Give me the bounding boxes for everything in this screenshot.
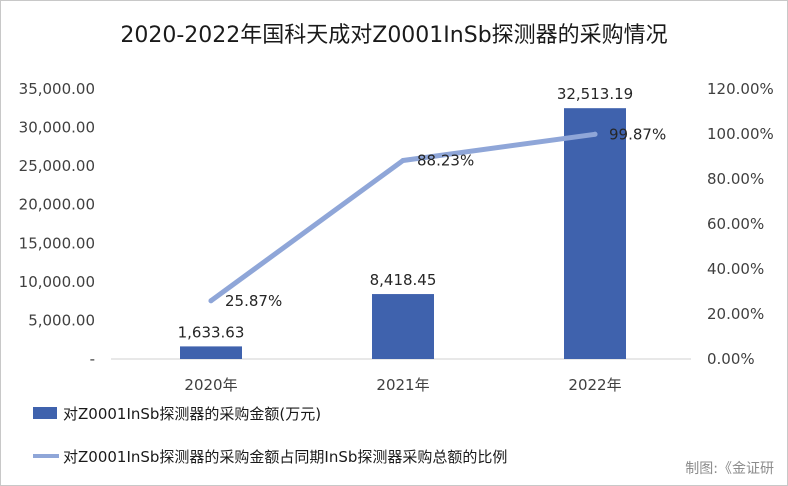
right-tick-label: 20.00% (707, 305, 764, 323)
line-point (208, 298, 214, 304)
bar-value-label: 8,418.45 (370, 271, 437, 289)
legend-label-bar: 对Z0001InSb探测器的采购金额(万元) (63, 405, 321, 423)
right-tick-label: 60.00% (707, 215, 764, 233)
line-value-label: 88.23% (417, 151, 474, 169)
left-tick-label: 20,000.00 (19, 196, 95, 214)
line-series (208, 131, 598, 304)
right-tick-label: 40.00% (707, 260, 764, 278)
right-axis-ticks: 0.00% 20.00% 40.00% 60.00% 80.00% 100.00% 120.… (707, 80, 774, 368)
left-tick-label: 15,000.00 (19, 234, 95, 252)
x-tick-label: 2020年 (184, 376, 237, 394)
line-point (592, 131, 598, 137)
right-tick-label: 0.00% (707, 350, 755, 368)
left-tick-label: 5,000.00 (28, 311, 95, 329)
bar-value-label: 1,633.63 (178, 323, 245, 341)
legend: 对Z0001InSb探测器的采购金额(万元) 对Z0001InSb探测器的采购金… (33, 405, 507, 466)
x-tick-label: 2021年 (376, 376, 429, 394)
bar (372, 294, 434, 359)
left-tick-label: 30,000.00 (19, 119, 95, 137)
x-axis-ticks: 2020年 2021年 2022年 (184, 376, 621, 394)
line-point (400, 157, 406, 163)
left-tick-label: 10,000.00 (19, 273, 95, 291)
chart-title: 2020-2022年国科天成对Z0001InSb探测器的采购情况 (120, 23, 667, 48)
x-tick-label: 2022年 (568, 376, 621, 394)
bar-series (180, 108, 626, 359)
line-value-label: 99.87% (609, 125, 666, 143)
bar (564, 108, 626, 359)
line-data-labels: 25.87% 88.23% 99.87% (225, 125, 666, 310)
bar-data-labels: 1,633.63 8,418.45 32,513.19 (178, 85, 634, 341)
line-value-label: 25.87% (225, 292, 282, 310)
left-tick-label: 35,000.00 (19, 80, 95, 98)
credit-text: 制图:《金证研 (685, 461, 774, 477)
left-tick-label: - (90, 350, 95, 368)
legend-label-line: 对Z0001InSb探测器的采购金额占同期InSb探测器采购总额的比例 (63, 448, 507, 466)
bar-value-label: 32,513.19 (557, 85, 633, 103)
left-axis-ticks: - 5,000.00 10,000.00 15,000.00 20,000.00 25,0… (19, 80, 95, 368)
right-tick-label: 120.00% (707, 80, 774, 98)
legend-swatch-bar (33, 407, 57, 419)
left-tick-label: 25,000.00 (19, 157, 95, 175)
bar (180, 346, 242, 359)
right-tick-label: 80.00% (707, 170, 764, 188)
right-tick-label: 100.00% (707, 125, 774, 143)
